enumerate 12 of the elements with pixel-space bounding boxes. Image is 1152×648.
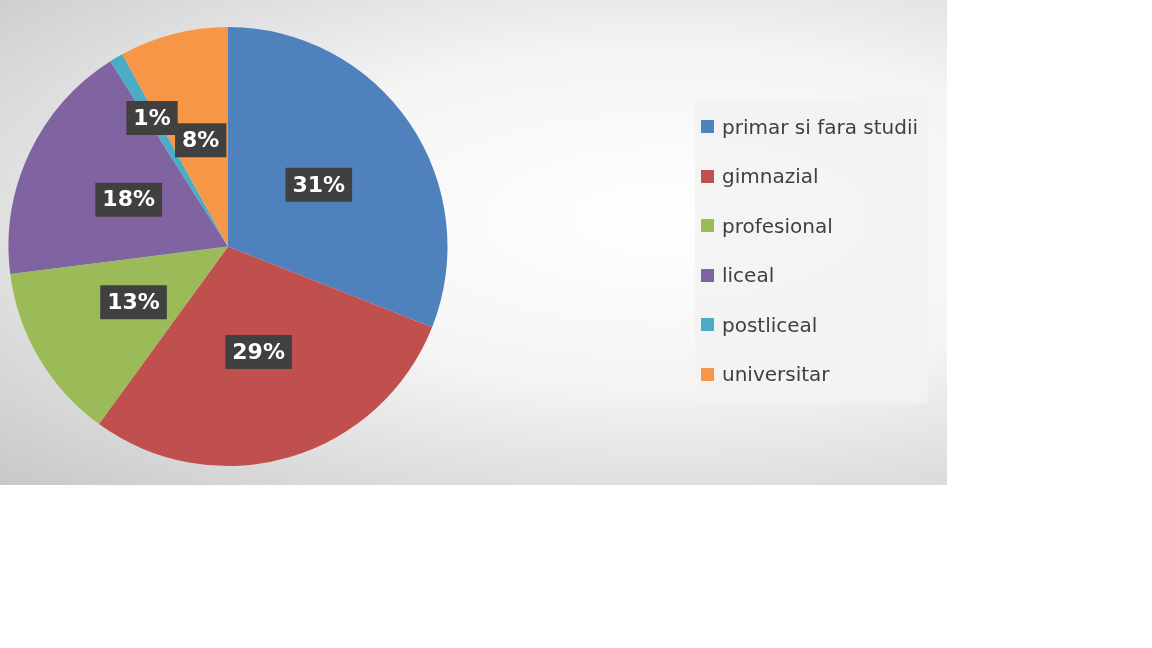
legend-label: liceal: [722, 263, 775, 288]
data-label: 31%: [292, 171, 346, 197]
legend-label: postliceal: [722, 312, 818, 337]
legend-label: gimnazial: [722, 164, 819, 189]
legend-label: primar si fara studii: [722, 114, 919, 139]
data-label: 29%: [232, 338, 285, 364]
data-label: 18%: [102, 186, 156, 212]
data-label: 8%: [182, 126, 220, 152]
legend-label: universitar: [722, 362, 830, 387]
legend-label: profesional: [722, 213, 833, 238]
data-label: 1%: [133, 104, 171, 130]
data-label: 13%: [107, 289, 160, 315]
